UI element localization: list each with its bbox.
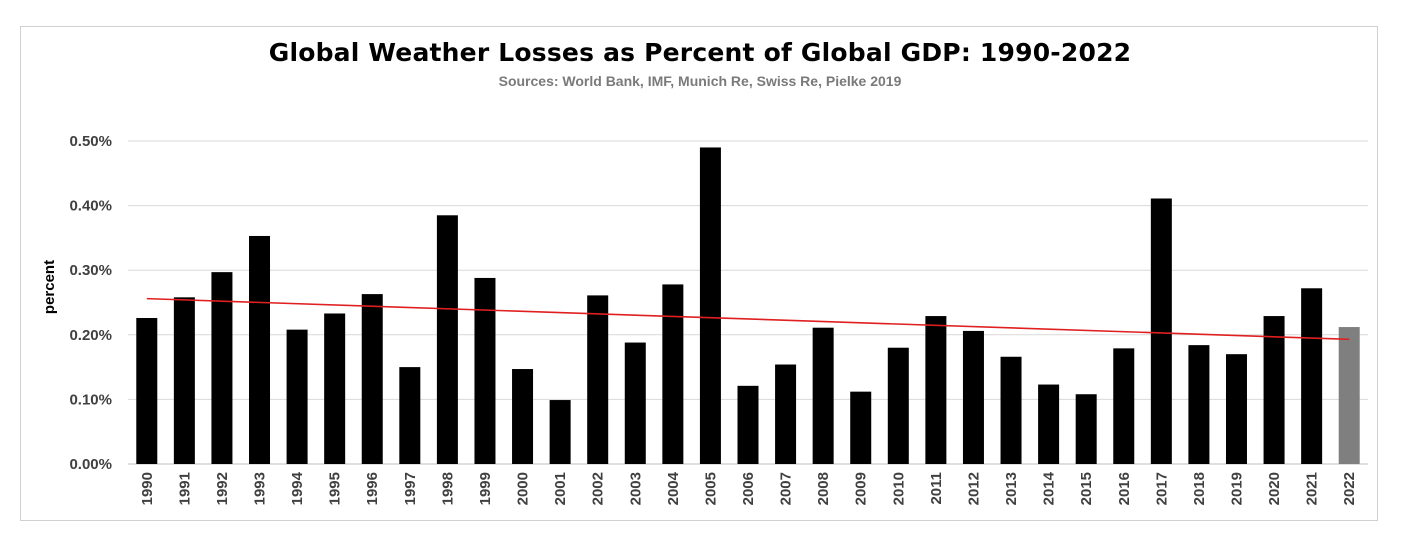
x-tick-label: 2016 — [1116, 472, 1133, 505]
bar-1998 — [436, 215, 458, 464]
bar-2000 — [512, 369, 534, 464]
y-tick-label: 0.30% — [69, 262, 112, 279]
y-tick-label: 0.20% — [69, 327, 112, 344]
x-tick-label: 2010 — [890, 472, 907, 505]
x-tick-label: 2020 — [1266, 472, 1283, 505]
x-tick-label: 2014 — [1041, 471, 1058, 505]
chart-subtitle: Sources: World Bank, IMF, Munich Re, Swi… — [498, 73, 902, 89]
bar-2008 — [812, 327, 834, 464]
x-tick-label: 2001 — [552, 472, 569, 505]
bar-2014 — [1038, 384, 1060, 464]
y-axis-ticks: 0.00% 0.10% 0.20% 0.30% 0.40% 0.50% — [69, 133, 112, 473]
x-tick-label: 2007 — [778, 472, 795, 505]
trendline — [146, 297, 1350, 341]
bar-2019 — [1225, 354, 1247, 464]
x-tick-label: 1999 — [477, 472, 494, 505]
x-tick-label: 2011 — [928, 472, 945, 505]
bar-2001 — [549, 400, 571, 464]
x-tick-label: 2013 — [1003, 472, 1020, 505]
bar-1990 — [136, 318, 158, 464]
bar-2006 — [737, 385, 759, 464]
x-tick-label: 2021 — [1304, 472, 1321, 505]
x-tick-label: 1992 — [214, 472, 231, 505]
x-tick-label: 2012 — [965, 472, 982, 505]
x-tick-label: 1996 — [364, 472, 381, 505]
bar-2022 — [1338, 327, 1360, 464]
bar-2016 — [1113, 348, 1135, 464]
bar-1996 — [361, 294, 383, 464]
x-tick-label: 2005 — [702, 472, 719, 505]
bar-2015 — [1075, 394, 1097, 464]
bar-2003 — [624, 342, 646, 464]
x-tick-label: 1995 — [327, 472, 344, 505]
x-tick-label: 2003 — [627, 472, 644, 505]
x-tick-label: 2017 — [1153, 472, 1170, 505]
bar-1995 — [324, 313, 346, 464]
bar-2020 — [1263, 316, 1285, 464]
x-tick-label: 2018 — [1191, 472, 1208, 505]
x-tick-label: 1997 — [402, 472, 419, 505]
x-tick-label: 2009 — [853, 472, 870, 505]
bars — [136, 147, 1360, 464]
x-tick-label: 2004 — [665, 471, 682, 505]
x-tick-label: 2015 — [1078, 472, 1095, 505]
y-axis-label: percent — [41, 260, 58, 314]
bar-2013 — [1000, 356, 1022, 464]
bar-2021 — [1301, 288, 1323, 464]
y-tick-label: 0.10% — [69, 391, 112, 408]
bar-2005 — [699, 147, 721, 464]
bar-2010 — [887, 347, 909, 464]
x-tick-label: 1991 — [176, 472, 193, 505]
bar-2012 — [962, 330, 984, 464]
x-tick-label: 1998 — [439, 472, 456, 505]
bar-2011 — [925, 316, 947, 464]
x-tick-label: 1993 — [252, 472, 269, 505]
x-tick-label: 1990 — [139, 472, 156, 505]
x-tick-label: 2019 — [1228, 472, 1245, 505]
x-tick-label: 2006 — [740, 472, 757, 505]
bar-2002 — [587, 295, 609, 464]
x-tick-label: 2022 — [1341, 472, 1358, 505]
bar-1999 — [474, 277, 496, 464]
bar-1997 — [399, 367, 421, 464]
bar-1992 — [211, 272, 233, 464]
x-tick-label: 2000 — [515, 472, 532, 505]
bar-2017 — [1150, 198, 1172, 464]
bar-2007 — [775, 364, 797, 464]
bar-2018 — [1188, 345, 1210, 464]
x-tick-label: 2002 — [590, 472, 607, 505]
x-tick-label: 2008 — [815, 472, 832, 505]
x-axis-ticks: 1990 1991 1992 1993 1994 1995 1996 1997 1998 1999… — [139, 471, 1358, 505]
x-tick-label: 1994 — [289, 471, 306, 505]
bar-1991 — [173, 297, 195, 464]
y-tick-label: 0.00% — [69, 456, 112, 473]
chart-title: Global Weather Losses as Percent of Glob… — [268, 38, 1132, 67]
bar-1994 — [286, 329, 308, 464]
bar-1993 — [249, 235, 271, 464]
y-tick-label: 0.40% — [69, 198, 112, 215]
bar-2004 — [662, 284, 684, 464]
bar-2009 — [850, 391, 872, 464]
trendline-group — [146, 297, 1350, 341]
y-tick-label: 0.50% — [69, 133, 112, 150]
